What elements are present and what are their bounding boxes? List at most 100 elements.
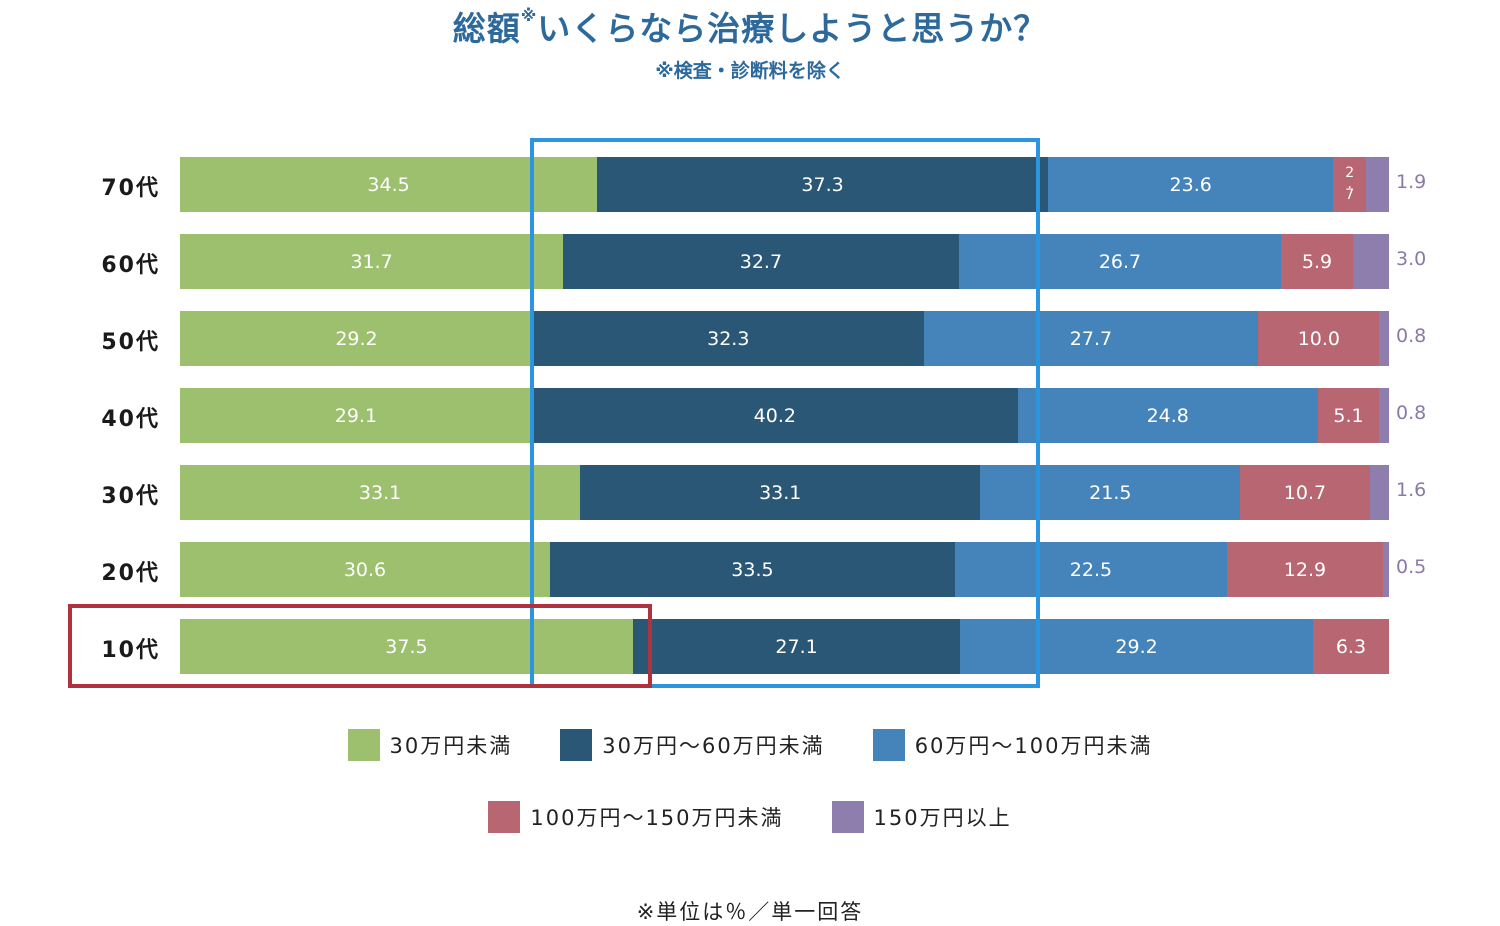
legend-item-under30: 30万円未満	[347, 729, 513, 761]
segment-value: 10.7	[1283, 481, 1327, 504]
bar-row: 34.5 37.3 23.6 2. 7	[180, 157, 1389, 212]
segment-value-char: 2	[1345, 165, 1355, 181]
bar-segment: 27.7	[923, 311, 1259, 366]
bar-segment: 32.7	[563, 234, 959, 289]
unit-footnote: ※単位は％／単一回答	[636, 900, 864, 924]
bar-segment: 37.5	[180, 619, 633, 674]
bar-row: 33.1 33.1 21.5 10.7	[180, 465, 1389, 520]
bar-segment: 31.7	[180, 234, 564, 289]
bar-row: 30.6 33.5 22.5 12.9	[180, 542, 1389, 597]
segment-value: 31.7	[350, 250, 393, 273]
segment-value-char: .	[1347, 176, 1352, 192]
segment-value: 37.5	[385, 635, 428, 658]
segment-value: 23.6	[1169, 173, 1212, 196]
segment-value: 29.2	[335, 327, 378, 350]
legend-label: 150万円以上	[873, 806, 1012, 830]
bar-segment	[1382, 542, 1389, 597]
bar-segment: 34.5	[180, 157, 598, 212]
segment-value: 32.7	[739, 250, 783, 273]
bar-segment: 29.2	[180, 311, 534, 366]
bar-segment: 33.1	[580, 465, 981, 520]
row-label: 50代	[101, 330, 160, 355]
legend-item-100to150: 100万円〜150万円未満	[488, 801, 783, 833]
bar-row: 29.2 32.3 27.7 10.0	[180, 311, 1389, 366]
segment-value: 6.3	[1335, 635, 1367, 658]
segment-value: 40.2	[753, 404, 796, 427]
bar-row: 37.5 27.1 29.2 6.3	[180, 619, 1389, 674]
segment-value: 27.7	[1069, 327, 1113, 350]
row-label: 20代	[101, 561, 160, 586]
bar-row: 31.7 32.7 26.7 5.9	[180, 234, 1389, 289]
legend-swatch-over150	[831, 801, 864, 833]
bar-segment: 21.5	[980, 465, 1241, 520]
bar-segment: 12.9	[1226, 542, 1383, 597]
segment-value: 24.8	[1146, 404, 1189, 427]
row-label: 60代	[101, 253, 160, 278]
row-label: 70代	[101, 176, 160, 201]
segment-value: 33.1	[358, 481, 402, 504]
over150-value: 0.5	[1396, 556, 1427, 578]
legend-row-2: 100万円〜150万円未満 150万円以上	[0, 801, 1500, 833]
over150-value: 3.0	[1396, 248, 1427, 270]
bar-segment: 5.9	[1281, 234, 1353, 289]
over150-value: 0.8	[1396, 325, 1427, 347]
legend-swatch-60to100	[872, 729, 905, 761]
bar-segment: 29.1	[180, 388, 532, 443]
segment-value: 33.1	[759, 481, 802, 504]
legend-item-30to60: 30万円〜60万円未満	[560, 729, 824, 761]
legend-label: 30万円〜60万円未満	[602, 734, 825, 758]
bar-segment: 27.1	[632, 619, 961, 674]
legend-swatch-100to150	[488, 801, 521, 833]
segment-value: 21.5	[1089, 481, 1132, 504]
segment-value: 10.0	[1297, 327, 1340, 350]
bar-segment: 33.5	[549, 542, 955, 597]
row-label: 40代	[101, 407, 160, 432]
segment-value: 37.3	[801, 173, 844, 196]
over150-value: 1.6	[1396, 479, 1427, 501]
bar-segment: 10.7	[1240, 465, 1370, 520]
legend-label: 100万円〜150万円未満	[530, 806, 784, 830]
segment-value: 29.1	[334, 404, 378, 427]
segment-value: 26.7	[1098, 250, 1142, 273]
bar-segment	[1352, 234, 1389, 289]
bar-segment: 6.3	[1312, 619, 1389, 674]
bar-segment: 23.6	[1048, 157, 1334, 212]
bar-segment	[1366, 157, 1389, 212]
segment-value: 32.3	[707, 327, 750, 350]
legend-label: 60万円〜100万円未満	[914, 734, 1153, 758]
title-rest: いくらなら治療しようと思うか？	[537, 9, 1048, 48]
bar-segment: 2.7	[1333, 157, 1366, 212]
segment-value-char: 7	[1345, 187, 1355, 203]
legend-swatch-30to60	[560, 729, 593, 761]
chart-subtitle: ※検査・診断料を除く	[655, 60, 845, 82]
legend-item-over150: 150万円以上	[831, 801, 1012, 833]
legend-label: 30万円未満	[389, 734, 513, 758]
chart-title: 総額※いくらなら治療しようと思うか？	[0, 2, 1500, 50]
legend-item-60to100: 60万円〜100万円未満	[872, 729, 1153, 761]
bar-segment: 40.2	[531, 388, 1018, 443]
bar-segment: 26.7	[958, 234, 1282, 289]
segment-value: 34.5	[367, 173, 410, 196]
title-footnote-mark: ※	[520, 6, 538, 25]
bar-segment	[1369, 465, 1389, 520]
segment-value: 29.2	[1115, 635, 1158, 658]
bar-segment	[1379, 388, 1389, 443]
row-label: 30代	[101, 484, 160, 509]
bar-segment: 37.3	[597, 157, 1049, 212]
segment-value: 27.1	[775, 635, 818, 658]
over150-value: 1.9	[1396, 171, 1427, 193]
bar-segment: 10.0	[1258, 311, 1380, 366]
bar-segment: 5.1	[1317, 388, 1380, 443]
bar-segment: 33.1	[180, 465, 581, 520]
segment-value: 12.9	[1283, 558, 1327, 581]
segment-value: 22.5	[1069, 558, 1113, 581]
bar-segment: 32.3	[533, 311, 924, 366]
bar-row: 29.1 40.2 24.8 5.1	[180, 388, 1389, 443]
bar-segment: 24.8	[1017, 388, 1318, 443]
segment-value: 30.6	[343, 558, 387, 581]
row-label: 10代	[101, 638, 160, 663]
bar-segment: 30.6	[180, 542, 550, 597]
legend-row-1: 30万円未満 30万円〜60万円未満 60万円〜100万円未満	[0, 729, 1500, 761]
bar-segment: 29.2	[960, 619, 1313, 674]
segment-value: 5.1	[1333, 404, 1364, 427]
